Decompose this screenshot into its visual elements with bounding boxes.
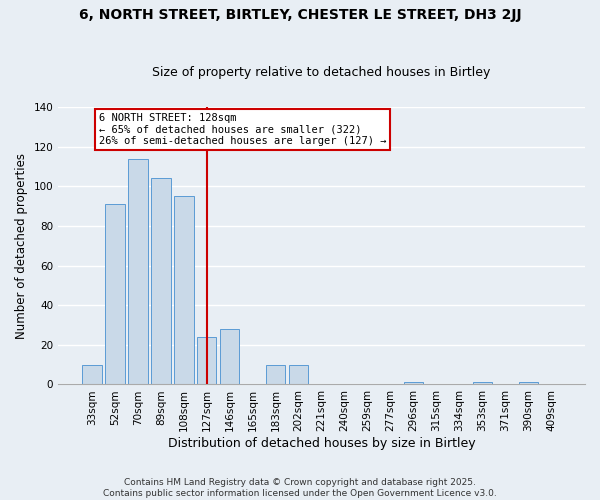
Bar bbox=[151, 178, 170, 384]
Bar bbox=[518, 382, 538, 384]
Text: 6 NORTH STREET: 128sqm
← 65% of detached houses are smaller (322)
26% of semi-de: 6 NORTH STREET: 128sqm ← 65% of detached… bbox=[99, 113, 386, 146]
Bar bbox=[174, 196, 194, 384]
Bar bbox=[197, 337, 217, 384]
Text: 6, NORTH STREET, BIRTLEY, CHESTER LE STREET, DH3 2JJ: 6, NORTH STREET, BIRTLEY, CHESTER LE STR… bbox=[79, 8, 521, 22]
Bar bbox=[82, 364, 101, 384]
Bar bbox=[105, 204, 125, 384]
Bar bbox=[220, 329, 239, 384]
X-axis label: Distribution of detached houses by size in Birtley: Distribution of detached houses by size … bbox=[168, 437, 475, 450]
Title: Size of property relative to detached houses in Birtley: Size of property relative to detached ho… bbox=[152, 66, 491, 80]
Bar bbox=[473, 382, 492, 384]
Bar bbox=[289, 364, 308, 384]
Bar bbox=[128, 158, 148, 384]
Text: Contains HM Land Registry data © Crown copyright and database right 2025.
Contai: Contains HM Land Registry data © Crown c… bbox=[103, 478, 497, 498]
Bar bbox=[404, 382, 423, 384]
Y-axis label: Number of detached properties: Number of detached properties bbox=[15, 153, 28, 339]
Bar bbox=[266, 364, 286, 384]
